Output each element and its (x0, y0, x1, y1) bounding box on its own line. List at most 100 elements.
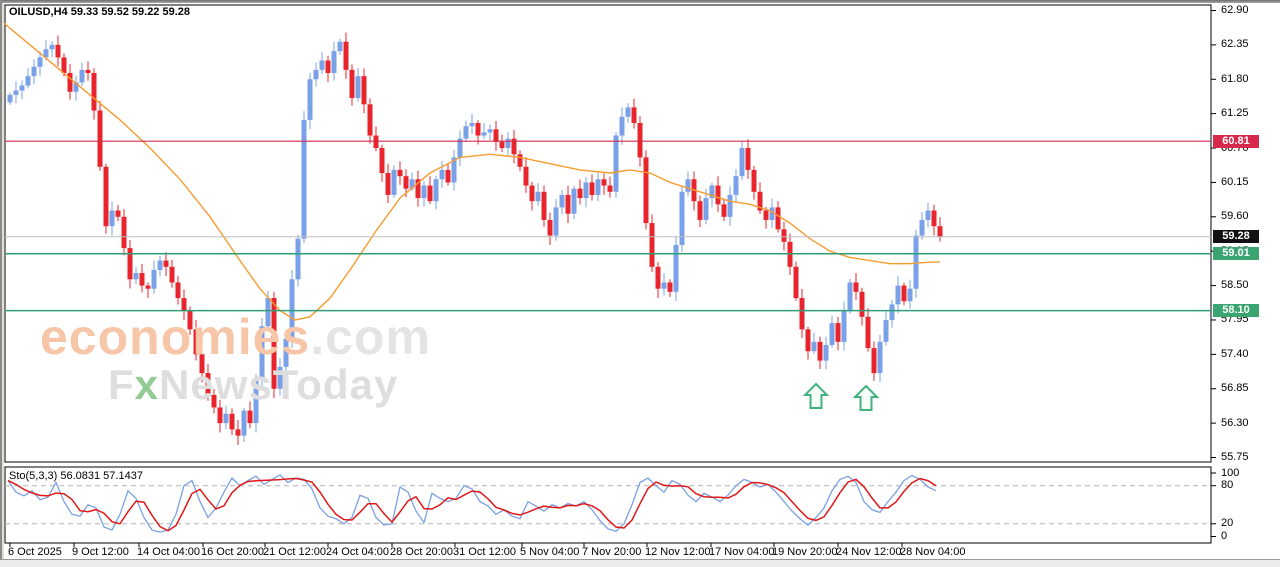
price-axis-label: 61.25 (1221, 107, 1249, 120)
window-top-border (0, 0, 1280, 3)
time-axis-label: 21 Oct 12:00 (263, 546, 326, 558)
price-axis-label: 56.85 (1221, 382, 1249, 395)
candle-body (847, 282, 853, 311)
candle-body (919, 219, 925, 236)
candle-body (535, 191, 541, 202)
candle-body (265, 298, 271, 327)
price-axis-label: 58.50 (1221, 279, 1249, 292)
candle-body (151, 269, 157, 289)
candle-body (937, 226, 943, 237)
candle-body (661, 282, 667, 289)
candle-body (337, 41, 343, 52)
candle-body (343, 41, 349, 70)
sto-axis-label: 80 (1221, 479, 1234, 492)
candle-body (793, 266, 799, 299)
time-axis-label: 14 Oct 04:00 (137, 546, 200, 558)
price-axis-label: 57.40 (1221, 347, 1249, 360)
candle-body (625, 107, 631, 117)
candle-body (493, 129, 499, 142)
candle-body (853, 282, 859, 292)
candle-body (229, 413, 235, 430)
candle-body (415, 179, 421, 199)
candle-body (169, 266, 175, 283)
candle-body (619, 116, 625, 136)
candle-body (541, 191, 547, 220)
candle-body (247, 410, 253, 424)
buy-arrow-icon[interactable] (852, 384, 880, 411)
candle-body (13, 90, 19, 95)
candle-body (67, 73, 73, 92)
price-badge-58.10: 58.10 (1213, 304, 1259, 318)
candle-body (871, 348, 877, 374)
candle-body (205, 373, 211, 395)
candle-body (79, 69, 85, 83)
candle-body (115, 210, 121, 217)
candle-body (427, 185, 433, 202)
candle-body (133, 273, 139, 280)
candle-body (577, 188, 583, 199)
candle-body (139, 273, 145, 286)
candle-body (805, 329, 811, 352)
time-axis-label: 9 Oct 12:00 (72, 546, 129, 558)
candle-body (175, 282, 181, 299)
time-axis-label: 16 Oct 20:00 (201, 546, 264, 558)
candle-body (109, 210, 115, 227)
candle-body (289, 279, 295, 339)
candle-body (565, 194, 571, 214)
candle-body (217, 407, 223, 424)
candle-body (193, 329, 199, 355)
candle-body (655, 266, 661, 289)
candle-body (781, 229, 787, 242)
candle-body (487, 129, 493, 133)
sto-axis-label: 100 (1221, 466, 1240, 479)
candle-body (607, 185, 613, 192)
stochastic-label: Sto(5,3,3) 56.0831 57.1437 (9, 470, 143, 482)
time-axis-label: 28 Nov 04:00 (900, 546, 966, 558)
candle-body (613, 135, 619, 192)
buy-arrow-icon[interactable] (802, 382, 830, 409)
candle-body (271, 298, 277, 389)
candle-body (715, 185, 721, 205)
candle-body (157, 260, 163, 270)
candle-body (859, 291, 865, 317)
candle-body (259, 326, 265, 380)
candle-body (145, 285, 151, 289)
time-axis-label: 17 Nov 04:00 (709, 546, 775, 558)
candle-body (583, 182, 589, 199)
candle-body (817, 341, 823, 361)
price-badge-59.28: 59.28 (1213, 230, 1259, 244)
candle-body (631, 107, 637, 124)
moving-average-line[interactable] (0, 19, 941, 321)
candle-body (925, 210, 931, 220)
candle-body (301, 119, 307, 239)
candle-body (739, 148, 745, 177)
candle-body (49, 44, 55, 50)
candle-body (865, 316, 871, 349)
sto-panel-frame (4, 466, 1212, 544)
main-chart-frame (4, 4, 1212, 463)
candle-body (253, 379, 259, 424)
candle-body (19, 85, 25, 91)
price-badge-60.81: 60.81 (1213, 134, 1259, 148)
time-axis-label: 24 Nov 12:00 (836, 546, 902, 558)
candle-body (889, 304, 895, 320)
window-left-border (0, 0, 2, 567)
candle-body (829, 323, 835, 345)
candle-body (463, 126, 469, 139)
time-axis-label: 19 Nov 20:00 (772, 546, 838, 558)
candle-body (811, 341, 817, 352)
candle-body (127, 248, 133, 280)
candle-body (397, 169, 403, 177)
candle-body (211, 394, 217, 408)
candle-body (37, 57, 43, 67)
candle-body (25, 76, 31, 86)
price-axis-label: 61.80 (1221, 72, 1249, 85)
candle-body (547, 219, 553, 236)
candle-body (907, 288, 913, 302)
candle-body (931, 210, 937, 227)
candle-body (241, 410, 247, 436)
candle-body (73, 82, 79, 92)
candle-body (559, 194, 565, 208)
candle-body (391, 169, 397, 195)
